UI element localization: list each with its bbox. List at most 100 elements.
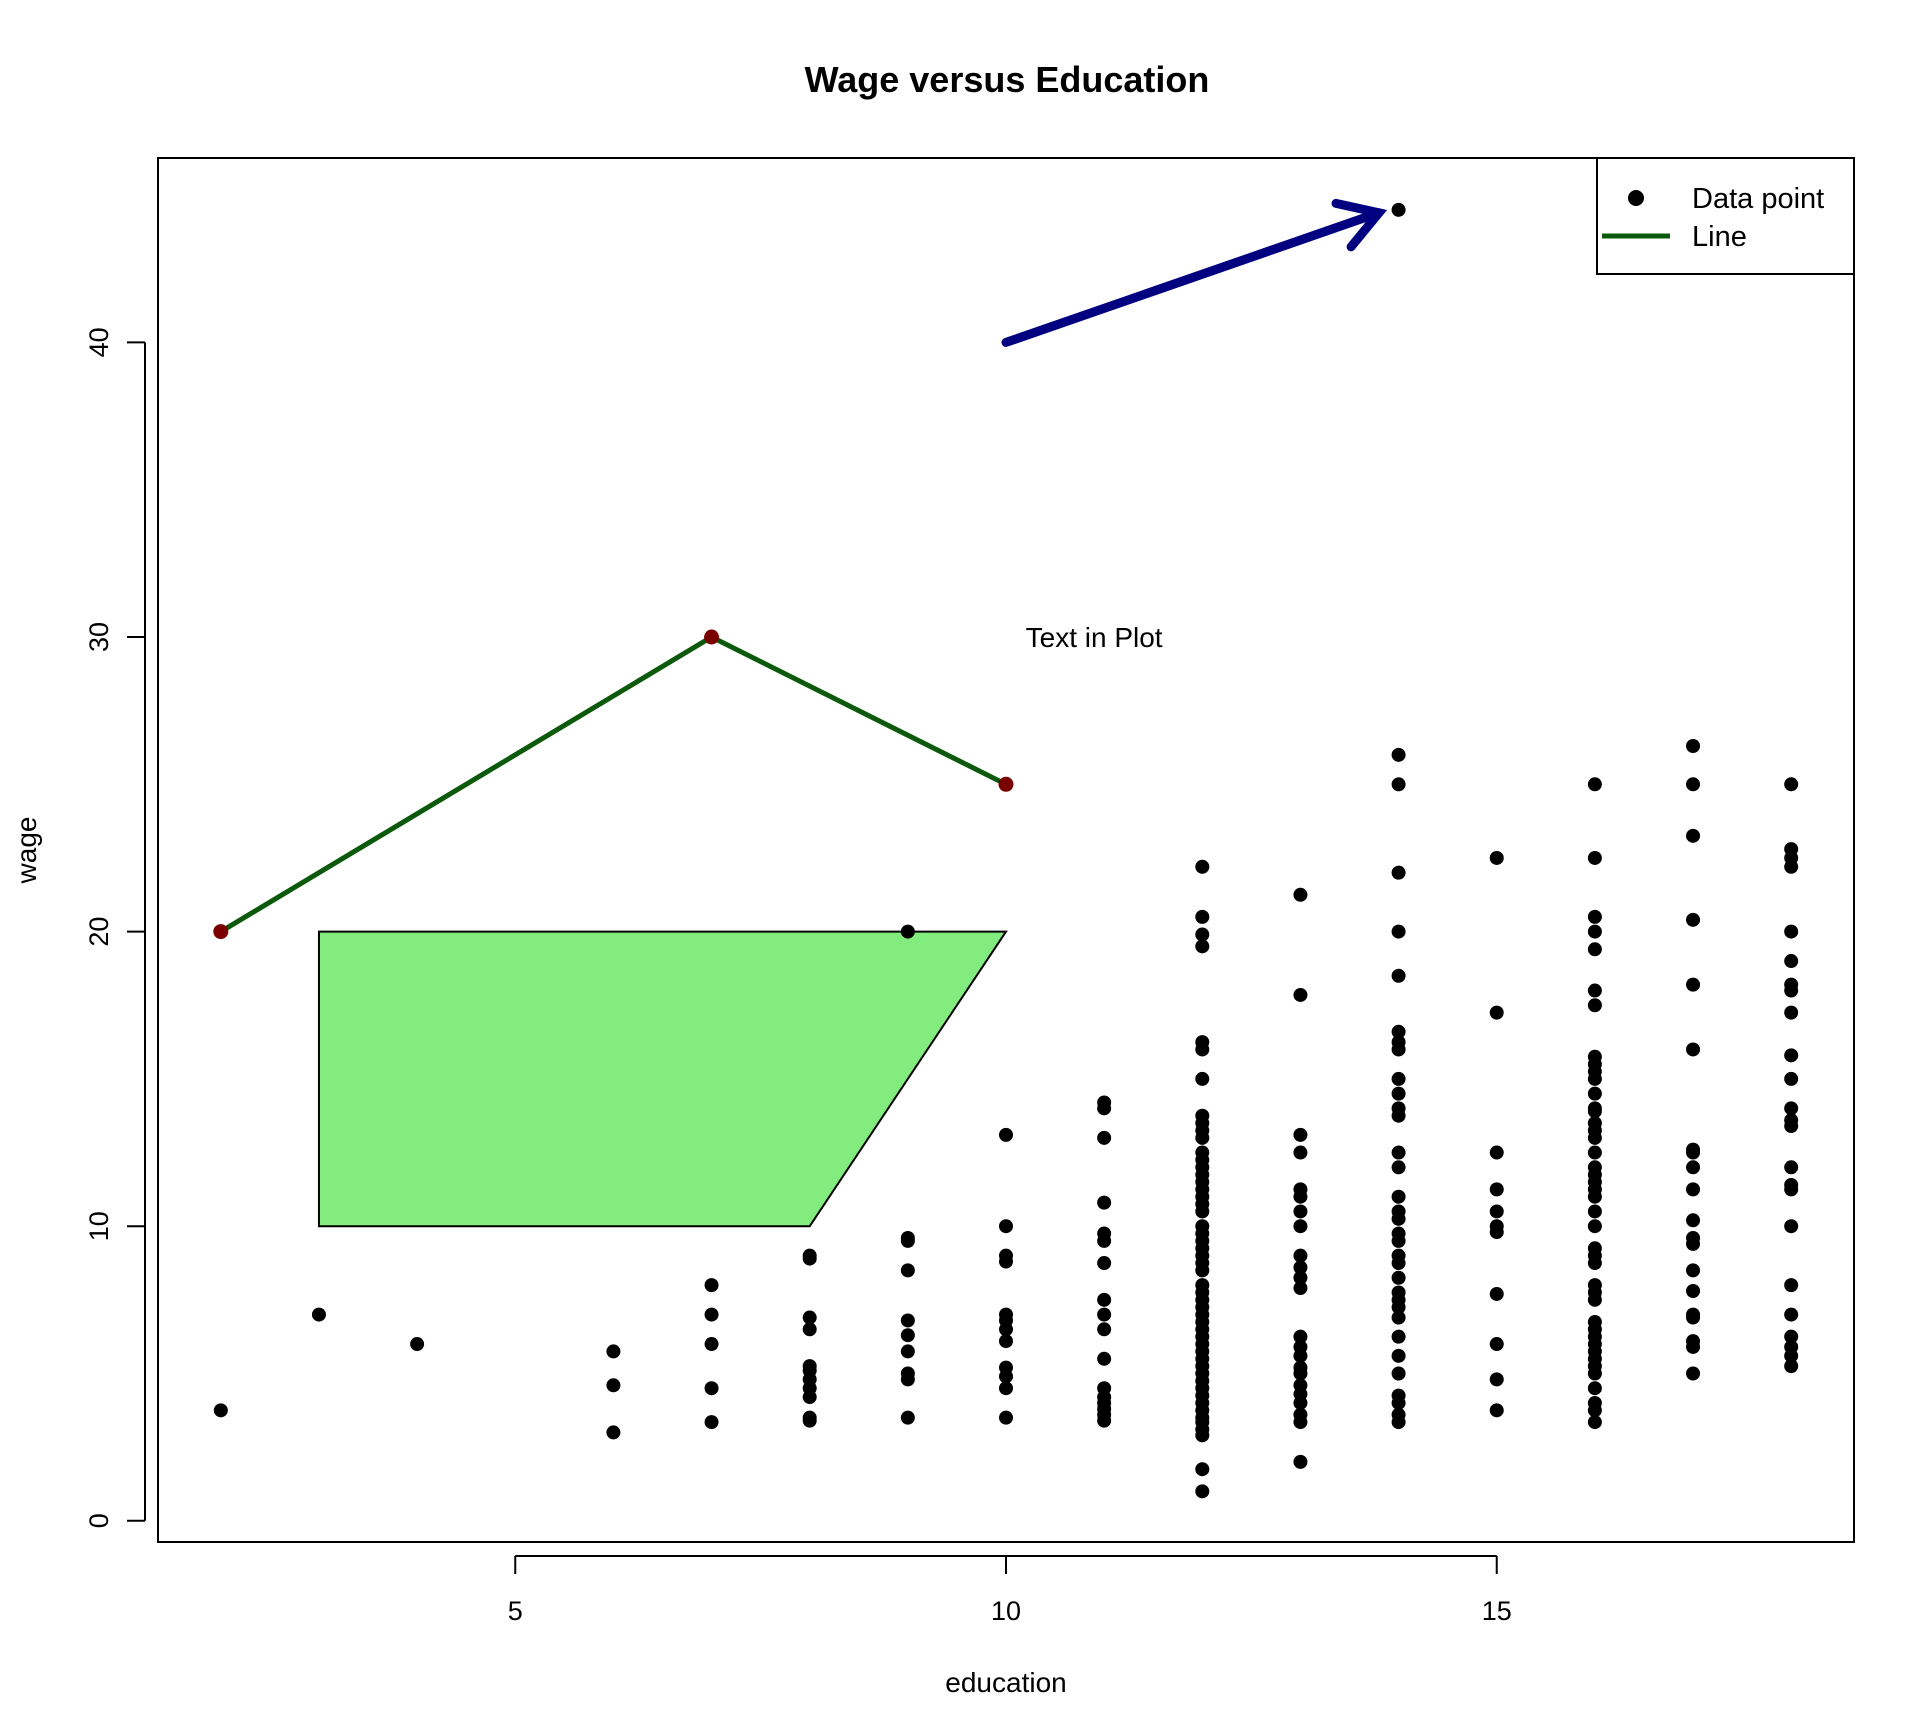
data-point — [1686, 1263, 1701, 1278]
data-point — [1587, 924, 1602, 939]
line-marker — [704, 629, 720, 645]
legend-label-line: Line — [1692, 221, 1747, 253]
legend: Data point Line — [1596, 157, 1855, 275]
data-point — [1784, 1005, 1799, 1020]
data-point — [1489, 1005, 1504, 1020]
data-point — [1391, 747, 1406, 762]
data-point — [1686, 739, 1701, 754]
data-point — [1195, 1145, 1210, 1160]
data-point — [1293, 1378, 1308, 1393]
data-point — [410, 1337, 425, 1352]
data-point — [1391, 1285, 1406, 1300]
data-point — [1784, 924, 1799, 939]
data-point — [1784, 1071, 1799, 1086]
data-point — [999, 1410, 1013, 1425]
data-point — [1391, 924, 1406, 939]
data-point — [1489, 1403, 1504, 1418]
data-point — [1391, 1248, 1406, 1263]
data-point — [1391, 1329, 1406, 1344]
data-point — [999, 1334, 1013, 1349]
data-point — [999, 1360, 1013, 1375]
legend-box — [1596, 157, 1855, 275]
y-axis-label: wage — [11, 817, 42, 885]
data-point — [1391, 1160, 1406, 1175]
data-point — [1587, 1241, 1602, 1256]
data-point — [1293, 1260, 1308, 1275]
data-point — [1391, 1101, 1406, 1116]
data-point — [1489, 850, 1504, 865]
data-point — [1587, 942, 1602, 957]
data-point — [1293, 887, 1308, 902]
data-point — [1097, 1195, 1112, 1210]
data-point — [1391, 1388, 1406, 1403]
data-point — [704, 1381, 719, 1396]
data-point — [606, 1344, 621, 1359]
data-point — [900, 1410, 915, 1425]
data-point — [704, 1415, 719, 1430]
data-point — [1391, 1407, 1406, 1422]
data-point — [1587, 1049, 1602, 1064]
data-point — [1097, 1351, 1112, 1366]
data-point — [900, 1263, 915, 1278]
data-point — [1686, 912, 1701, 927]
data-point — [1686, 977, 1701, 992]
y-tick-label: 10 — [84, 1211, 114, 1241]
data-point — [704, 1278, 719, 1293]
data-point — [1391, 1366, 1406, 1381]
data-point — [1391, 1189, 1406, 1204]
data-point — [1784, 977, 1799, 992]
data-point — [1587, 1381, 1602, 1396]
data-point — [1587, 1415, 1602, 1430]
data-point — [1391, 1348, 1406, 1363]
y-tick-label: 0 — [84, 1513, 114, 1528]
data-point — [802, 1359, 817, 1374]
axes: 5 10 15 0 10 20 30 40 — [84, 327, 1512, 1626]
data-point — [1391, 1071, 1406, 1086]
data-point — [1489, 1286, 1504, 1301]
data-point — [1784, 1278, 1799, 1293]
data-point — [1784, 1177, 1799, 1192]
data-point — [802, 1248, 817, 1263]
data-point — [999, 1248, 1013, 1263]
annotation-text: Text in Plot — [1026, 622, 1163, 653]
data-point — [1587, 1314, 1602, 1329]
data-point — [1293, 1454, 1308, 1469]
data-point — [1587, 1204, 1602, 1219]
data-point — [1784, 954, 1799, 969]
data-point — [999, 1127, 1013, 1142]
data-point — [1489, 1204, 1504, 1219]
data-point — [900, 924, 915, 939]
data-point — [1686, 1042, 1701, 1057]
polygon-shape — [317, 930, 1008, 1228]
data-point — [1097, 1381, 1112, 1396]
x-tick-label: 15 — [1482, 1596, 1512, 1626]
data-point — [1784, 1101, 1799, 1116]
line-marker — [998, 776, 1014, 792]
data-point — [1784, 1048, 1799, 1063]
data-point — [1391, 1145, 1406, 1160]
data-point — [1587, 1101, 1602, 1116]
data-point — [1293, 1248, 1308, 1263]
data-point — [1195, 909, 1210, 924]
data-point — [1391, 865, 1406, 880]
data-point — [1293, 1127, 1308, 1142]
data-point — [802, 1322, 817, 1337]
data-point — [1391, 1086, 1406, 1101]
data-point — [1686, 1334, 1701, 1349]
data-point — [1686, 1182, 1701, 1197]
data-point — [999, 1381, 1013, 1396]
data-point — [1587, 1278, 1602, 1293]
data-point — [1489, 1182, 1504, 1197]
line-marker — [213, 924, 229, 940]
data-point — [1097, 1226, 1112, 1241]
data-point — [1293, 1204, 1308, 1219]
data-point — [802, 1310, 817, 1325]
data-point — [1097, 1130, 1112, 1145]
data-point — [1195, 1278, 1210, 1293]
data-point — [900, 1313, 915, 1328]
data-point — [1097, 1292, 1112, 1307]
data-point — [1587, 1116, 1602, 1131]
x-tick-label: 10 — [991, 1596, 1021, 1626]
plot-area: Text in Plot — [213, 198, 1799, 1499]
